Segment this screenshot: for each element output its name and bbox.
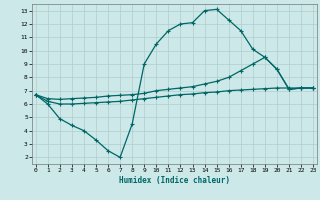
X-axis label: Humidex (Indice chaleur): Humidex (Indice chaleur): [119, 176, 230, 185]
